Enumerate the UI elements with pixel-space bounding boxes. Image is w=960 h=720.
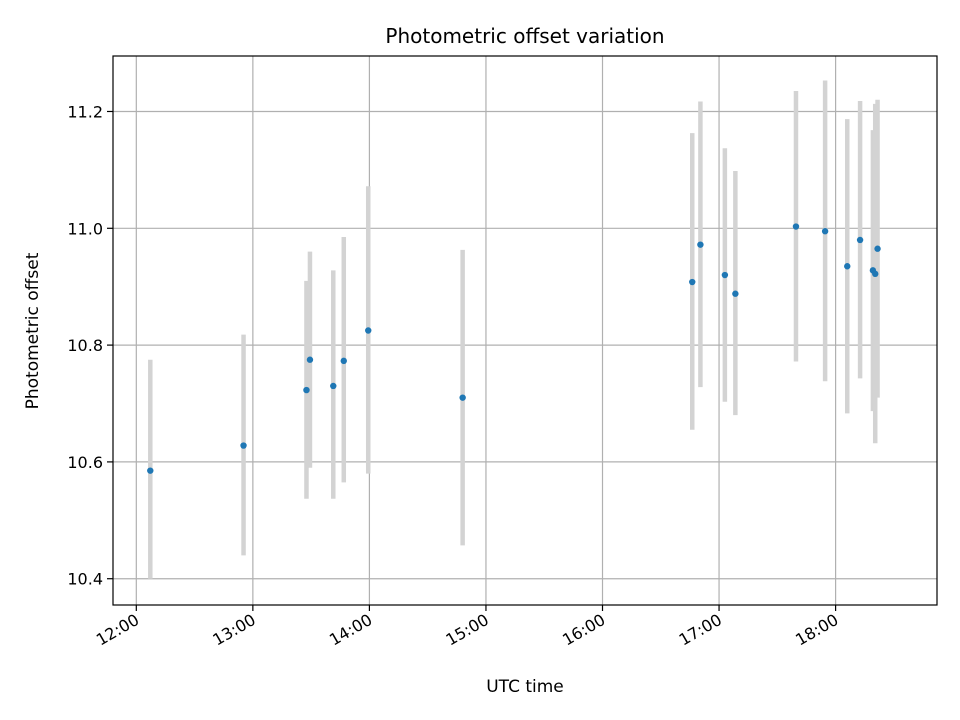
y-tick-label: 10.6 <box>67 453 103 472</box>
data-point <box>303 386 310 394</box>
y-tick-label: 10.4 <box>67 570 103 589</box>
data-point <box>306 356 314 363</box>
y-axis-label: Photometric offset <box>23 252 43 409</box>
data-point <box>732 290 739 297</box>
y-axis-ticks: 10.4 10.6 10.8 11.0 11.2 <box>67 102 113 589</box>
data-point <box>340 357 347 365</box>
data-point <box>792 223 800 230</box>
data-point <box>240 442 247 449</box>
plot-frame <box>112 55 938 606</box>
data-points <box>147 223 881 474</box>
data-point <box>365 327 372 334</box>
data-point <box>844 263 851 270</box>
data-point <box>872 270 879 278</box>
data-point <box>721 271 729 279</box>
chart-title: Photometric offset variation <box>385 24 664 48</box>
data-point <box>821 228 829 235</box>
data-point <box>330 382 337 390</box>
data-point <box>689 278 696 286</box>
data-point <box>147 467 154 474</box>
data-point <box>459 394 466 401</box>
data-point <box>856 236 864 244</box>
y-tick-label: 11.0 <box>67 219 103 238</box>
y-tick-label: 10.8 <box>67 336 103 355</box>
y-tick-label: 11.2 <box>67 102 103 121</box>
data-point <box>874 245 881 252</box>
x-axis-label: UTC time <box>486 677 564 697</box>
data-point <box>697 241 704 248</box>
